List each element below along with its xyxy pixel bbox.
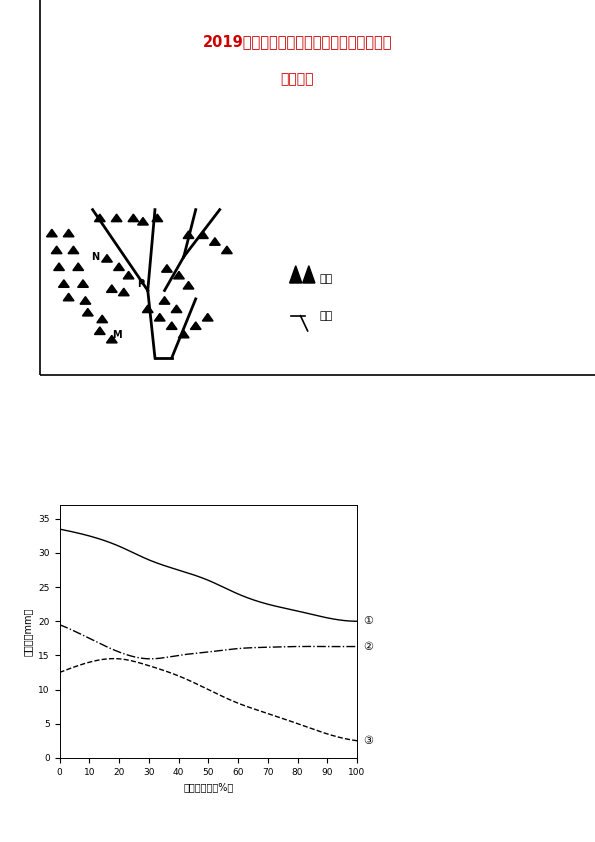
Polygon shape [198,231,208,238]
Polygon shape [73,263,84,270]
Text: 山脉: 山脉 [320,274,333,284]
Text: ①: ① [363,616,373,626]
Text: N: N [91,252,99,262]
Polygon shape [46,229,57,237]
X-axis label: 森林覆盖率（%）: 森林覆盖率（%） [183,782,233,792]
Polygon shape [178,330,189,338]
Polygon shape [162,264,173,272]
Polygon shape [102,254,112,262]
Polygon shape [51,246,62,253]
Polygon shape [128,214,139,221]
Polygon shape [202,313,213,321]
Polygon shape [118,288,129,296]
Polygon shape [183,281,194,289]
Text: ②: ② [363,642,373,652]
Polygon shape [209,237,220,245]
Text: M: M [112,329,121,339]
Polygon shape [183,231,194,238]
Polygon shape [154,313,165,321]
Polygon shape [68,246,79,253]
Polygon shape [111,214,122,221]
Text: 地理试题: 地理试题 [281,72,314,86]
Polygon shape [63,229,74,237]
Polygon shape [303,266,315,283]
Polygon shape [78,280,89,287]
Text: P: P [137,279,144,289]
Polygon shape [54,263,64,270]
Polygon shape [95,214,105,221]
Polygon shape [83,308,93,316]
Polygon shape [63,293,74,301]
Polygon shape [97,315,108,322]
Polygon shape [107,335,117,343]
Polygon shape [174,271,184,279]
Polygon shape [290,266,302,283]
Polygon shape [152,214,162,221]
Polygon shape [107,285,117,292]
Text: ③: ③ [363,736,373,746]
Polygon shape [190,322,201,329]
Polygon shape [221,246,232,253]
Y-axis label: 径流深（mm）: 径流深（mm） [23,607,33,656]
Polygon shape [171,305,182,312]
Text: 河流: 河流 [320,311,333,321]
Polygon shape [58,280,69,287]
Text: 2019届高三下学期艺术班第二次模拟检测卷: 2019届高三下学期艺术班第二次模拟检测卷 [203,35,392,50]
Polygon shape [95,327,105,334]
Polygon shape [137,217,148,225]
Polygon shape [159,296,170,304]
Polygon shape [80,296,91,304]
Polygon shape [167,322,177,329]
Polygon shape [142,305,153,312]
Polygon shape [114,263,124,270]
Polygon shape [123,271,134,279]
